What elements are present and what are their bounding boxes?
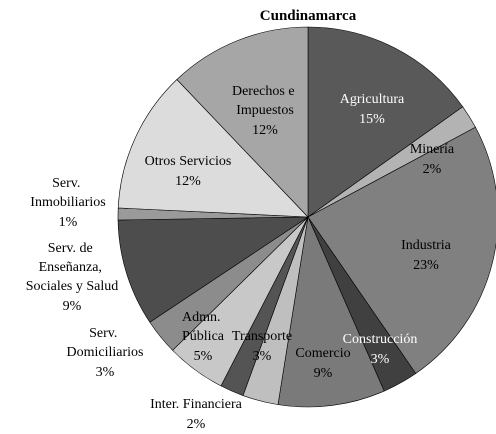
slice-label: Admn. Pública	[182, 310, 225, 344]
pie-slice	[117, 79, 309, 218]
slice-label: Inter. Financiera	[150, 397, 243, 412]
slice-value-label: 15%	[359, 112, 385, 127]
slice-value-label: 9%	[63, 299, 82, 314]
slice-label: Construcción	[343, 332, 418, 347]
slice-value-label: 3%	[371, 352, 390, 367]
slice-value-label: 9%	[314, 366, 333, 381]
slice-value-label: 12%	[175, 174, 201, 189]
slice-value-label: 23%	[413, 258, 439, 273]
slice-value-label: 2%	[187, 417, 206, 432]
slice-label: Serv. Inmobiliarios	[30, 176, 105, 210]
slice-value-label: 5%	[194, 349, 213, 364]
pie-slice	[176, 26, 309, 218]
slice-value-label: 2%	[423, 162, 442, 177]
slice-label: Derechos e Impuestos	[232, 84, 298, 118]
chart-title: Cundinamarca	[260, 8, 357, 24]
slice-label: Otros Servicios	[145, 154, 232, 169]
slice-label: Agricultura	[340, 92, 405, 107]
pie-slice	[307, 26, 464, 218]
pie-slice	[277, 215, 385, 408]
slice-value-label: 1%	[59, 215, 78, 230]
slice-value-label: 3%	[96, 365, 115, 380]
slice-label: Serv. de Enseñanza, Sociales y Salud	[26, 241, 119, 294]
slice-label: Comercio	[295, 346, 350, 361]
pie-slice	[307, 126, 496, 374]
slice-label: Serv. Domiciliarios	[67, 326, 144, 360]
slice-label: Transporte	[232, 329, 292, 344]
slice-value-label: 3%	[253, 349, 272, 364]
slice-label: Industria	[401, 238, 452, 253]
slice-label: Minería	[410, 142, 455, 157]
slice-value-label: 12%	[252, 123, 278, 138]
pie-slice	[117, 216, 310, 323]
